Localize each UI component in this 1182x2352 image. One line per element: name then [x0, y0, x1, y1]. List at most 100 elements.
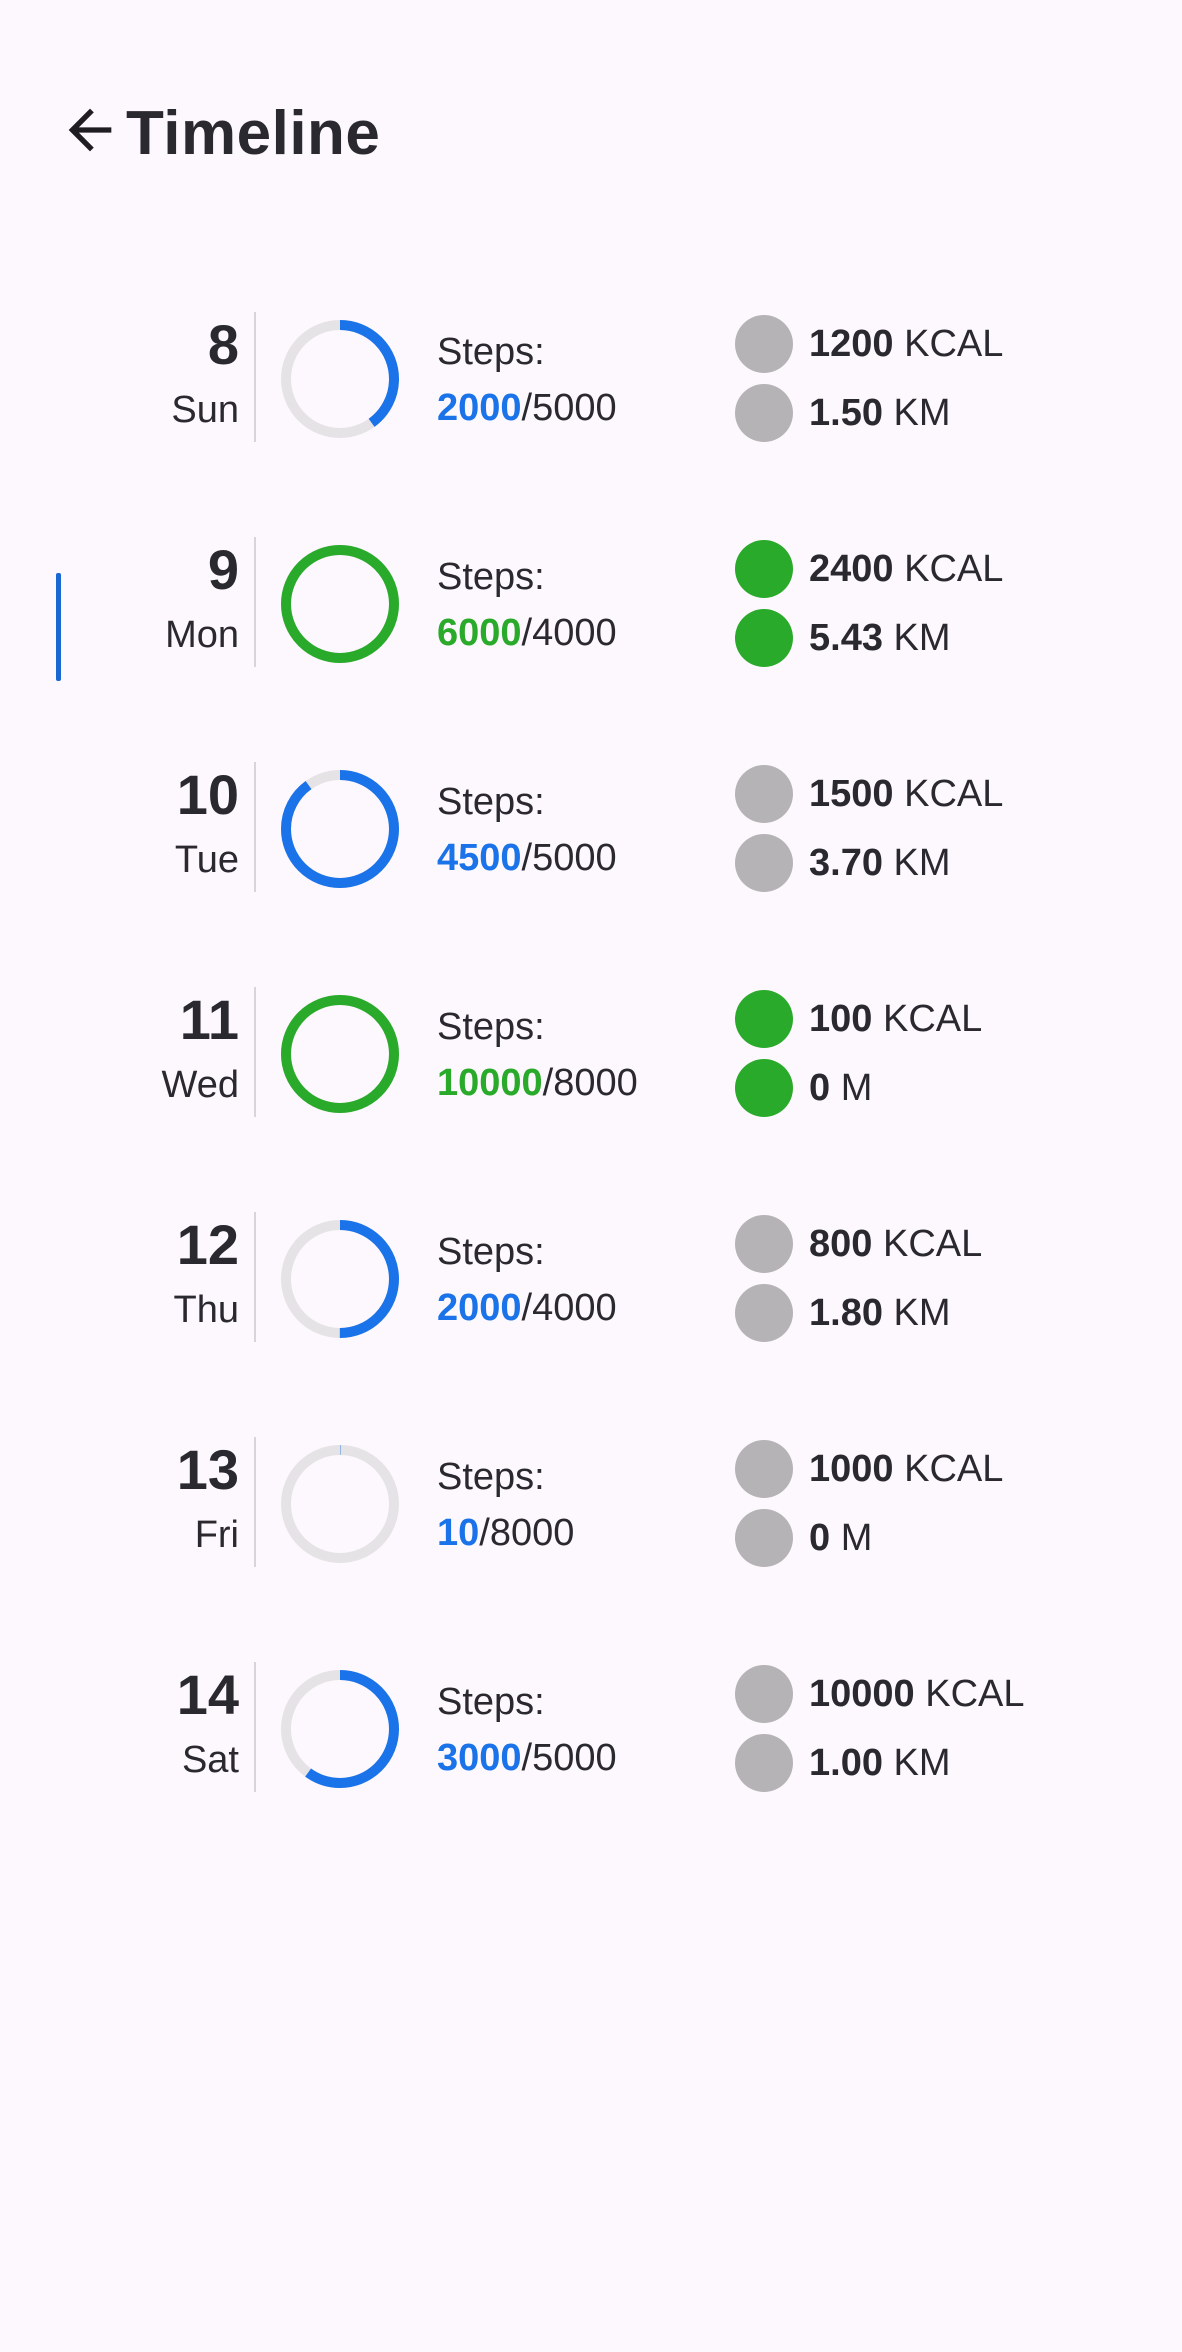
steps-current: 6000 [437, 612, 522, 654]
steps-values: 2000/4000 [437, 1286, 617, 1330]
distance-status-dot [735, 384, 793, 442]
day-number: 14 [176, 1663, 239, 1726]
steps-label: Steps: [437, 1681, 545, 1723]
day-weekday: Sat [181, 1739, 239, 1781]
steps-progress-ring [278, 542, 402, 666]
distance-status-dot [735, 1734, 793, 1792]
steps-values: 4500/5000 [437, 836, 617, 880]
distance-unit: KM [893, 1292, 951, 1334]
calories-unit: KCAL [904, 548, 1004, 590]
timeline-day-row[interactable]: 8 Sun Steps: 2000/5000 1200 KCAL 1.50 KM [0, 312, 1182, 462]
calories-text: 10000 KCAL [809, 1671, 1025, 1717]
back-button[interactable] [58, 98, 122, 162]
distance-text: 3.70 KM [809, 840, 951, 886]
day-number: 10 [176, 763, 239, 826]
calories-status-dot [735, 990, 793, 1048]
calories-value: 1000 [809, 1448, 894, 1490]
steps-label: Steps: [437, 1231, 545, 1273]
calories-status-dot [735, 765, 793, 823]
day-weekday: Fri [194, 1514, 239, 1556]
calories-text: 1000 KCAL [809, 1446, 1003, 1492]
vertical-divider [254, 537, 256, 667]
calories-text: 800 KCAL [809, 1221, 982, 1267]
timeline-day-row[interactable]: 9 Mon Steps: 6000/4000 2400 KCAL 5.43 KM [0, 537, 1182, 687]
day-number: 8 [207, 313, 239, 376]
steps-goal: /4000 [521, 612, 617, 654]
steps-label: Steps: [437, 331, 545, 373]
progress-ring-fill [281, 1220, 399, 1338]
selected-day-indicator [56, 573, 61, 681]
distance-value: 1.50 [809, 392, 883, 434]
calories-status-dot [735, 1665, 793, 1723]
calories-unit: KCAL [904, 1448, 1004, 1490]
timeline-day-row[interactable]: 13 Fri Steps: 10/8000 1000 KCAL 0 M [0, 1437, 1182, 1587]
steps-current: 2000 [437, 1287, 522, 1329]
distance-value: 3.70 [809, 842, 883, 884]
day-number: 9 [207, 538, 239, 601]
calories-text: 2400 KCAL [809, 546, 1003, 592]
distance-value: 1.80 [809, 1292, 883, 1334]
distance-unit: KM [893, 842, 951, 884]
distance-value: 5.43 [809, 617, 883, 659]
distance-status-dot [735, 1284, 793, 1342]
steps-goal: /5000 [521, 837, 617, 879]
steps-label: Steps: [437, 556, 545, 598]
distance-unit: KM [893, 617, 951, 659]
steps-goal: /8000 [542, 1062, 638, 1104]
timeline-day-row[interactable]: 12 Thu Steps: 2000/4000 800 KCAL 1.80 KM [0, 1212, 1182, 1362]
day-number: 11 [179, 988, 239, 1051]
steps-goal: /4000 [521, 1287, 617, 1329]
distance-value: 1.00 [809, 1742, 883, 1784]
distance-text: 1.50 KM [809, 390, 951, 436]
timeline-day-row[interactable]: 10 Tue Steps: 4500/5000 1500 KCAL 3.70 KM [0, 762, 1182, 912]
distance-value: 0 [809, 1517, 831, 1559]
distance-unit: KM [893, 392, 951, 434]
steps-values: 10/8000 [437, 1511, 574, 1555]
day-weekday: Sun [171, 389, 239, 431]
progress-ring-fill [281, 1670, 399, 1788]
timeline-day-row[interactable]: 11 Wed Steps: 10000/8000 100 KCAL 0 M [0, 987, 1182, 1137]
steps-goal: /5000 [521, 1737, 617, 1779]
progress-ring-track [281, 1445, 399, 1563]
distance-text: 0 M [809, 1515, 872, 1561]
progress-ring-fill [281, 545, 399, 663]
progress-ring-fill [281, 995, 399, 1113]
steps-progress-ring [278, 992, 402, 1116]
vertical-divider [254, 987, 256, 1117]
steps-current: 10 [437, 1512, 480, 1554]
page-title: Timeline [126, 99, 381, 168]
day-number: 12 [176, 1213, 239, 1276]
distance-status-dot [735, 1509, 793, 1567]
day-number: 13 [176, 1438, 239, 1501]
steps-current: 2000 [437, 387, 522, 429]
day-weekday: Mon [165, 614, 239, 656]
calories-value: 100 [809, 998, 873, 1040]
calories-unit: KCAL [904, 323, 1004, 365]
calories-value: 800 [809, 1223, 873, 1265]
calories-status-dot [735, 540, 793, 598]
distance-text: 1.00 KM [809, 1740, 951, 1786]
steps-values: 10000/8000 [437, 1061, 638, 1105]
calories-value: 1500 [809, 773, 894, 815]
day-weekday: Thu [173, 1289, 239, 1331]
progress-ring-fill [281, 770, 399, 888]
steps-goal: /5000 [521, 387, 617, 429]
distance-unit: M [840, 1067, 873, 1109]
vertical-divider [254, 1437, 256, 1567]
calories-status-dot [735, 1440, 793, 1498]
calories-status-dot [735, 1215, 793, 1273]
steps-current: 10000 [437, 1062, 543, 1104]
calories-unit: KCAL [925, 1673, 1025, 1715]
vertical-divider [254, 762, 256, 892]
calories-value: 2400 [809, 548, 894, 590]
distance-status-dot [735, 834, 793, 892]
steps-current: 4500 [437, 837, 522, 879]
distance-text: 1.80 KM [809, 1290, 951, 1336]
vertical-divider [254, 1662, 256, 1792]
day-weekday: Wed [161, 1064, 239, 1106]
steps-values: 6000/4000 [437, 611, 617, 655]
calories-text: 1500 KCAL [809, 771, 1003, 817]
timeline-day-row[interactable]: 14 Sat Steps: 3000/5000 10000 KCAL 1.00 KM [0, 1662, 1182, 1812]
distance-unit: M [840, 1517, 873, 1559]
calories-status-dot [735, 315, 793, 373]
